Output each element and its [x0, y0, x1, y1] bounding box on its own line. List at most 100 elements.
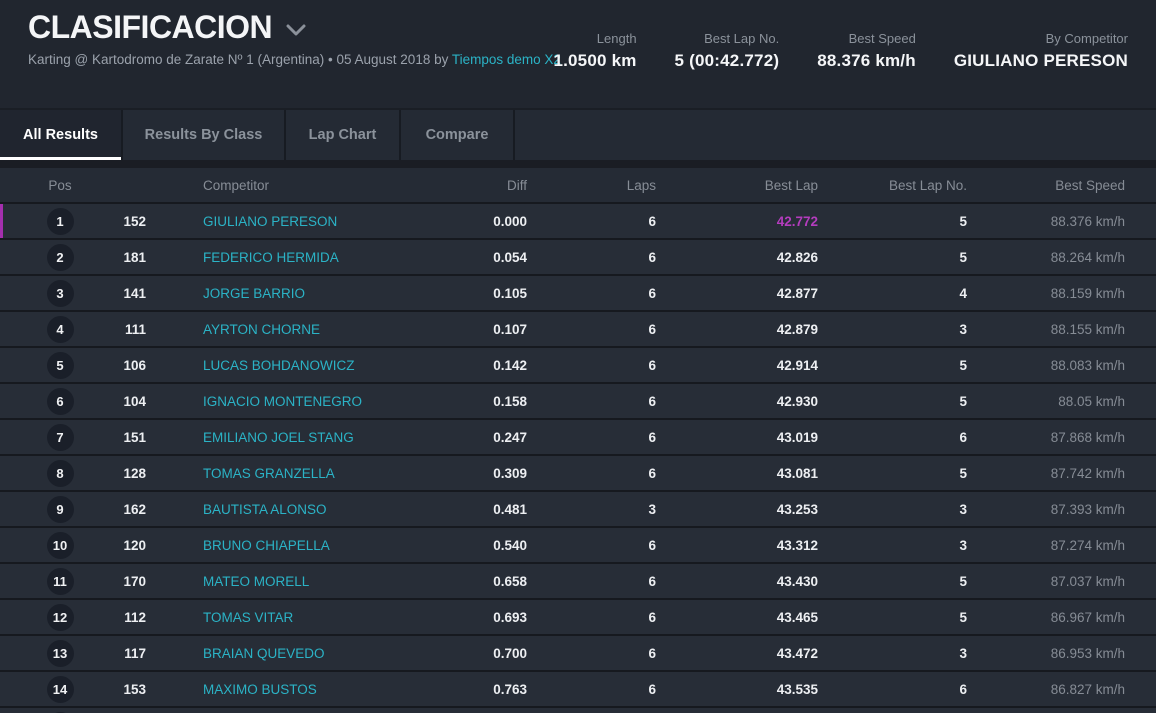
- kart-number: 117: [124, 645, 146, 661]
- best-lap-value: 43.081: [776, 465, 818, 481]
- position-badge: 1: [46, 207, 74, 235]
- stat-value: 88.376 km/h: [817, 51, 916, 70]
- best-speed-value: 86.827 km/h: [1050, 681, 1125, 697]
- competitor-link[interactable]: JORGE BARRIO: [203, 285, 306, 301]
- table-row[interactable]: 14 153 MAXIMO BUSTOS 0.763 6 43.535 6 86…: [0, 672, 1156, 708]
- tab-results-by-class[interactable]: Results By Class: [123, 110, 286, 160]
- best-lap-no-value: 5: [959, 213, 967, 229]
- diff-value: 0.763: [493, 681, 527, 697]
- table-row[interactable]: 6 104 IGNACIO MONTENEGRO 0.158 6 42.930 …: [0, 384, 1156, 420]
- best-speed-value: 86.953 km/h: [1050, 645, 1125, 661]
- competitor-link[interactable]: LUCAS BOHDANOWICZ: [203, 357, 355, 373]
- diff-value: 0.693: [493, 609, 527, 625]
- best-lap-value: 43.472: [776, 645, 818, 661]
- competitor-link[interactable]: AYRTON CHORNE: [203, 321, 321, 337]
- laps-value: 6: [648, 321, 656, 337]
- best-lap-no-value: 5: [959, 609, 967, 625]
- best-lap-no-value: 5: [959, 357, 967, 373]
- competitor-link[interactable]: MAXIMO BUSTOS: [203, 681, 317, 697]
- best-speed-value: 87.037 km/h: [1050, 573, 1125, 589]
- competitor-link[interactable]: BRUNO CHIAPELLA: [203, 537, 330, 553]
- stat-by-competitor: By Competitor GIULIANO PERESON: [954, 31, 1128, 71]
- column-header-best-speed: Best Speed: [1055, 177, 1125, 193]
- diff-value: 0.540: [493, 537, 527, 553]
- competitor-link[interactable]: IGNACIO MONTENEGRO: [203, 393, 363, 409]
- event-subtitle: Karting @ Kartodromo de Zarate Nº 1 (Arg…: [28, 50, 606, 70]
- laps-value: 6: [648, 249, 656, 265]
- kart-number: 141: [123, 285, 146, 301]
- kart-number: 181: [123, 249, 146, 265]
- tab-all-results[interactable]: All Results: [0, 110, 123, 160]
- competitor-link[interactable]: FEDERICO HERMIDA: [203, 249, 339, 265]
- position-badge: 4: [46, 315, 74, 343]
- stat-value: 5 (00:42.772): [674, 51, 780, 70]
- best-speed-value: 86.967 km/h: [1050, 609, 1125, 625]
- table-row[interactable]: 7 151 EMILIANO JOEL STANG 0.247 6 43.019…: [0, 420, 1156, 456]
- organizer-link[interactable]: Tiempos demo X2: [451, 52, 561, 67]
- position-badge: 12: [46, 603, 74, 631]
- kart-number: 151: [123, 429, 146, 445]
- event-stats: Length 1.0500 km Best Lap No. 5 (00:42.7…: [553, 31, 1128, 71]
- position-badge: 9: [46, 495, 74, 523]
- diff-value: 0.105: [493, 285, 527, 301]
- competitor-link[interactable]: TOMAS VITAR: [203, 609, 294, 625]
- position-badge: 11: [46, 567, 74, 595]
- best-lap-value: 43.312: [776, 537, 818, 553]
- best-lap-no-value: 3: [959, 537, 967, 553]
- competitor-link[interactable]: MATEO MORELL: [203, 573, 310, 589]
- position-badge: 13: [46, 639, 74, 667]
- stat-label: By Competitor: [1045, 31, 1128, 46]
- position-badge: 5: [46, 351, 74, 379]
- competitor-link[interactable]: BRAIAN QUEVEDO: [203, 645, 325, 661]
- table-row[interactable]: 11 170 MATEO MORELL 0.658 6 43.430 5 87.…: [0, 564, 1156, 600]
- kart-number: 111: [124, 321, 146, 337]
- tab-lap-chart[interactable]: Lap Chart: [286, 110, 401, 160]
- best-lap-value: 43.019: [776, 429, 818, 445]
- kart-number: 112: [124, 609, 146, 625]
- position-badge: 7: [46, 423, 74, 451]
- best-speed-value: 88.159 km/h: [1050, 285, 1125, 301]
- best-speed-value: 88.264 km/h: [1050, 249, 1125, 265]
- tab-compare[interactable]: Compare: [401, 110, 515, 160]
- table-row[interactable]: 10 120 BRUNO CHIAPELLA 0.540 6 43.312 3 …: [0, 528, 1156, 564]
- best-lap-value: 42.772: [776, 213, 818, 229]
- column-header-best-lap: Best Lap: [764, 177, 818, 193]
- table-row[interactable]: 3 141 JORGE BARRIO 0.105 6 42.877 4 88.1…: [0, 276, 1156, 312]
- kart-number: 120: [123, 537, 146, 553]
- chevron-down-icon[interactable]: [286, 24, 306, 37]
- competitor-link[interactable]: TOMAS GRANZELLA: [203, 465, 335, 481]
- table-row[interactable]: 9 162 BAUTISTA ALONSO 0.481 3 43.253 3 8…: [0, 492, 1156, 528]
- laps-value: 6: [648, 213, 656, 229]
- competitor-link[interactable]: EMILIANO JOEL STANG: [203, 429, 354, 445]
- laps-value: 3: [648, 501, 656, 517]
- table-row[interactable]: 1 152 GIULIANO PERESON 0.000 6 42.772 5 …: [0, 204, 1156, 240]
- stat-best-speed: Best Speed 88.376 km/h: [817, 31, 916, 71]
- table-row[interactable]: 2 181 FEDERICO HERMIDA 0.054 6 42.826 5 …: [0, 240, 1156, 276]
- best-lap-no-value: 6: [959, 681, 967, 697]
- table-row[interactable]: 13 117 BRAIAN QUEVEDO 0.700 6 43.472 3 8…: [0, 636, 1156, 672]
- table-row[interactable]: 8 128 TOMAS GRANZELLA 0.309 6 43.081 5 8…: [0, 456, 1156, 492]
- laps-value: 6: [648, 285, 656, 301]
- tab-bar-filler: [515, 110, 1156, 160]
- laps-value: 6: [648, 465, 656, 481]
- best-lap-no-value: 3: [959, 645, 967, 661]
- table-row[interactable]: 5 106 LUCAS BOHDANOWICZ 0.142 6 42.914 5…: [0, 348, 1156, 384]
- diff-value: 0.000: [493, 213, 527, 229]
- best-speed-value: 88.155 km/h: [1050, 321, 1125, 337]
- table-row-cropped: [0, 708, 1156, 713]
- competitor-link[interactable]: GIULIANO PERESON: [203, 213, 338, 229]
- competitor-link[interactable]: BAUTISTA ALONSO: [203, 501, 327, 517]
- kart-number: 104: [123, 393, 146, 409]
- best-lap-value: 43.465: [776, 609, 818, 625]
- table-row[interactable]: 12 112 TOMAS VITAR 0.693 6 43.465 5 86.9…: [0, 600, 1156, 636]
- position-badge: 14: [46, 675, 74, 703]
- column-header-pos: Pos: [48, 177, 72, 193]
- position-badge: 3: [46, 279, 74, 307]
- table-row[interactable]: 4 111 AYRTON CHORNE 0.107 6 42.879 3 88.…: [0, 312, 1156, 348]
- diff-value: 0.700: [493, 645, 527, 661]
- best-speed-value: 87.393 km/h: [1050, 501, 1125, 517]
- laps-value: 6: [648, 537, 656, 553]
- tab-bar: All Results Results By Class Lap Chart C…: [0, 108, 1156, 160]
- column-header-best-lap-no: Best Lap No.: [888, 177, 967, 193]
